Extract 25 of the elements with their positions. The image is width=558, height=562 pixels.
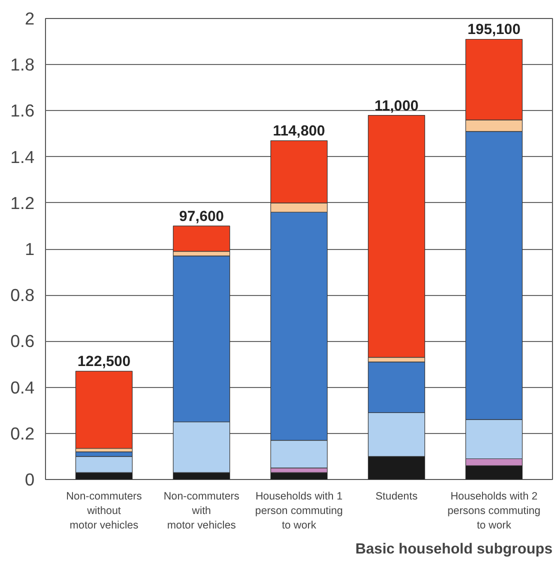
y-tick-label: 0.6: [10, 331, 35, 352]
bar: [172, 226, 230, 252]
y-tick-label: 0.4: [10, 377, 35, 398]
annotation: 122,500: [78, 354, 130, 370]
y-tick-label: 1: [24, 239, 35, 259]
y-tick-label: 0: [24, 470, 35, 490]
y-tick-label: 0.2: [10, 423, 35, 444]
y-tick-label: 1.8: [10, 54, 35, 75]
x-tick-label: Non-commuters with motor vehicles: [164, 490, 240, 532]
bar: [75, 370, 133, 449]
x-tick-label: Households with 1 person commuting to work: [255, 490, 343, 532]
y-tick-label: 1.6: [10, 100, 35, 121]
y-tick-label: 1.4: [10, 146, 35, 167]
y-tick-label: 0.8: [10, 285, 35, 306]
x-tick-label: Households with 2 persons commuting to work: [448, 490, 541, 532]
y-tick-label: 2: [24, 8, 35, 28]
y-tick-label: 1.2: [10, 192, 35, 213]
annotation: 114,800: [272, 124, 326, 140]
x-tick-label: Students: [375, 490, 418, 502]
annotation: 11,000: [374, 98, 419, 114]
annotation: 97,600: [179, 208, 224, 225]
bar: [270, 472, 328, 480]
x-tick-label: Non-commuters without motor vehicles: [66, 490, 142, 532]
annotation: 195,100: [468, 22, 520, 38]
x-axis-title: Basic household subgroups: [355, 542, 553, 558]
